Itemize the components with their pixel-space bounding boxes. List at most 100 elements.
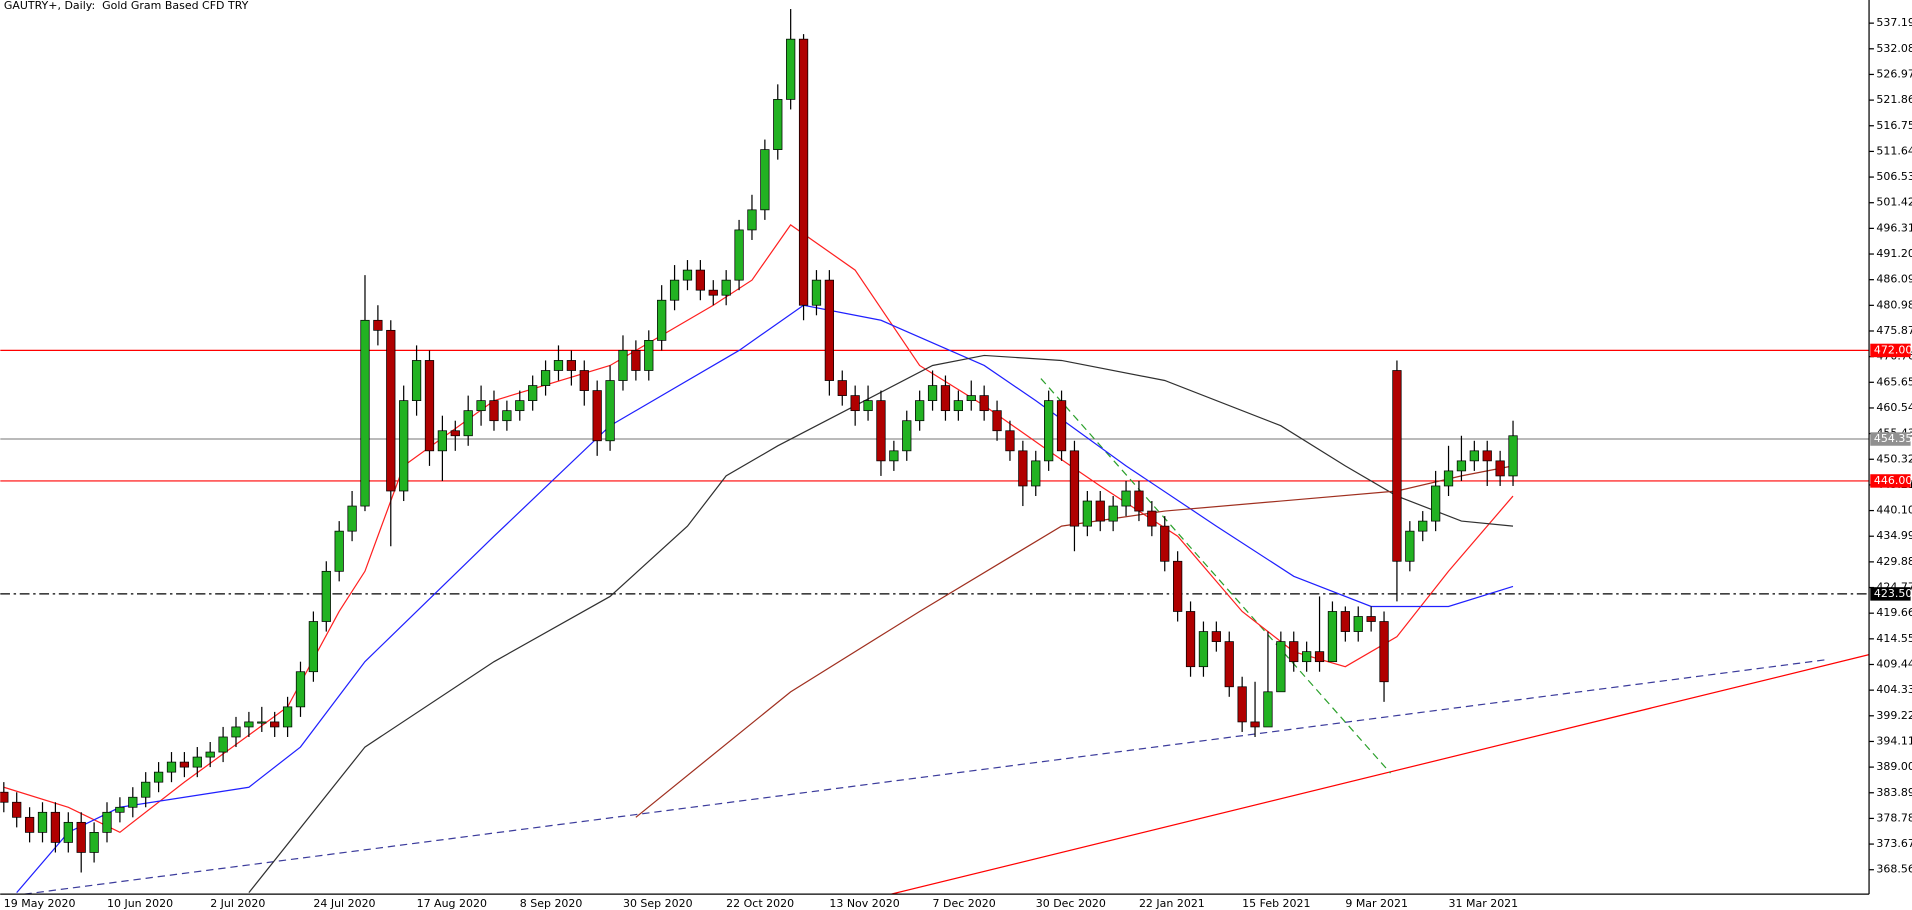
trend-line [891, 654, 1870, 895]
candle-body [1173, 560, 1183, 612]
x-tick-label: 10 Jun 2020 [107, 897, 173, 910]
candle-body [1276, 641, 1286, 693]
candle-body [1353, 616, 1363, 632]
candle-body [1005, 430, 1015, 452]
y-tick-label: 516.75 [1876, 119, 1912, 132]
candle-body [669, 279, 680, 301]
candle-body [244, 721, 254, 728]
trend-line [1040, 378, 1391, 774]
y-tick-label: 434.99 [1876, 529, 1912, 542]
y-tick-label: 460.54 [1876, 401, 1912, 414]
candle-body [1121, 490, 1131, 507]
y-tick-label: 440.10 [1876, 504, 1912, 517]
candle-body [386, 329, 396, 492]
candle-body [1198, 631, 1209, 668]
candle-body [618, 350, 628, 381]
x-tick-label: 30 Sep 2020 [623, 897, 693, 910]
candle-body [257, 721, 267, 724]
candle-body [24, 816, 35, 833]
candle-body [450, 430, 460, 437]
candle-body [734, 229, 744, 281]
candle-body [1069, 450, 1080, 527]
candle-body [863, 400, 873, 412]
candle-body [876, 400, 886, 462]
candle-body [12, 801, 22, 818]
candle-body [1443, 470, 1454, 487]
candle-body [1031, 460, 1041, 487]
candle-body [592, 390, 602, 442]
candle-body [102, 811, 112, 833]
y-tick-label: 373.67 [1876, 837, 1912, 850]
candle-body [334, 530, 344, 572]
trend-line [24, 659, 1827, 895]
level-label: 423.50 [1874, 587, 1912, 600]
candle-body [915, 400, 925, 422]
candle-body [837, 380, 847, 396]
candle-body [1147, 510, 1157, 527]
y-tick-label: 526.97 [1876, 67, 1912, 80]
y-tick-label: 465.65 [1876, 375, 1912, 388]
candle-body [1095, 500, 1105, 522]
candle-body [76, 821, 86, 853]
x-tick-label: 19 May 2020 [4, 897, 76, 910]
candle-body [695, 269, 705, 291]
candle-body [1224, 641, 1234, 688]
candle-body [411, 360, 422, 401]
candle-body [1263, 691, 1273, 728]
candle-body [1379, 621, 1389, 683]
candle-body [37, 811, 48, 833]
candle-body [50, 811, 61, 843]
x-tick-label: 2 Jul 2020 [210, 897, 265, 910]
candle-body [540, 370, 551, 386]
y-tick-label: 537.19 [1876, 16, 1912, 29]
level-label: 446.00 [1874, 474, 1912, 487]
candle-body [579, 370, 589, 391]
candle-body [566, 360, 577, 371]
plot-area [0, 9, 1870, 895]
candle-body [489, 400, 499, 422]
ma-line [635, 465, 1514, 818]
y-tick-label: 480.98 [1876, 298, 1912, 311]
y-tick-label: 496.31 [1876, 221, 1912, 234]
candle-body [153, 771, 164, 783]
y-tick-label: 532.08 [1876, 42, 1912, 55]
y-tick-label: 511.64 [1876, 144, 1912, 157]
y-tick-label: 429.88 [1876, 555, 1912, 568]
candle-body [128, 796, 138, 808]
chart-title: GAUTRY+, Daily: Gold Gram Based CFD TRY [4, 0, 249, 12]
candle-body [308, 621, 319, 673]
candle-body [979, 395, 989, 412]
candle-body [218, 736, 228, 753]
candle-body [1108, 505, 1118, 522]
candle-body [63, 821, 73, 843]
candle-body [682, 269, 693, 281]
level-label-box [1870, 432, 1911, 446]
candle-body [553, 360, 564, 371]
candle-body [1134, 490, 1144, 512]
level-label: 472.00 [1874, 343, 1912, 356]
level-label-box [1870, 474, 1911, 488]
candle-body [1340, 611, 1350, 632]
y-tick-label: 475.87 [1876, 324, 1912, 337]
y-tick-label: 501.42 [1876, 196, 1912, 209]
candle-body [786, 38, 796, 100]
x-tick-label: 22 Oct 2020 [726, 897, 794, 910]
candle-body [824, 279, 834, 381]
y-tick-label: 521.86 [1876, 93, 1912, 106]
candle-body [953, 400, 963, 412]
candle-body [115, 806, 125, 813]
candle-body [399, 400, 409, 492]
candle-body [657, 299, 667, 341]
y-tick-label: 394.11 [1876, 734, 1912, 747]
candle-body [347, 505, 357, 532]
y-tick-label: 450.32 [1876, 452, 1912, 465]
candle-body [1302, 651, 1312, 663]
candle-body [424, 360, 435, 452]
candle-body [515, 400, 525, 412]
x-tick-label: 7 Dec 2020 [933, 897, 996, 910]
y-tick-label: 506.53 [1876, 170, 1912, 183]
candle-body [1456, 460, 1467, 472]
